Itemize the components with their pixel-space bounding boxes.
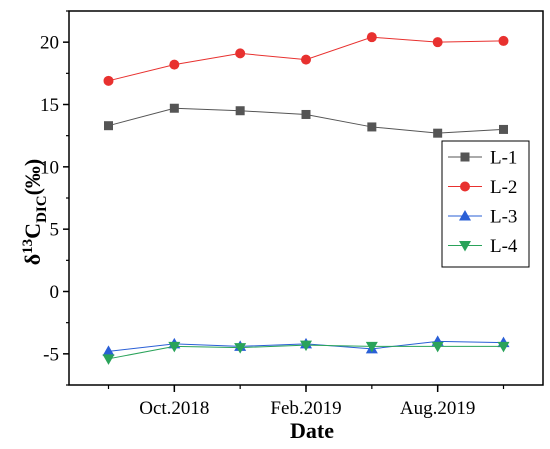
- series-layer: [102, 32, 510, 365]
- data-point: [432, 37, 443, 48]
- data-point: [367, 122, 377, 132]
- legend: L-1 L-2 L-3 L-4: [441, 140, 530, 268]
- y-axis-title-sub: DIC: [34, 195, 50, 223]
- data-point: [301, 109, 311, 119]
- data-point: [300, 340, 312, 352]
- data-point: [235, 106, 245, 116]
- y-axis-title-c: C: [20, 223, 45, 239]
- x-tick-label: Oct.2018: [139, 398, 209, 419]
- x-tick-label: Feb.2019: [270, 398, 341, 419]
- x-axis-title: Date: [290, 418, 334, 443]
- legend-label: L-4: [490, 236, 518, 257]
- data-point: [102, 345, 115, 356]
- legend-label: L-2: [490, 177, 517, 198]
- legend-label: L-3: [490, 207, 517, 228]
- x-tick-label: Aug.2019: [400, 398, 475, 419]
- data-point: [104, 121, 113, 131]
- data-point: [365, 341, 378, 353]
- legend-marker: [460, 152, 470, 162]
- data-point: [235, 48, 246, 59]
- data-point: [102, 354, 115, 365]
- series-l-4: [102, 340, 510, 365]
- y-tick-label: 0: [50, 282, 60, 303]
- y-axis-title: δ13CDIC(‰): [20, 159, 50, 265]
- legend-marker: [460, 181, 470, 192]
- data-point: [301, 54, 311, 65]
- series-l-1: [104, 103, 508, 138]
- y-tick-label: 5: [50, 220, 60, 241]
- y-axis-ticks: -5 0 5 10 15 20: [40, 10, 69, 386]
- legend-marker: [459, 210, 471, 221]
- data-point: [168, 341, 181, 353]
- data-point: [497, 341, 510, 353]
- data-point: [103, 75, 114, 86]
- y-tick-label: 20: [40, 33, 59, 54]
- y-tick-label: 10: [40, 157, 59, 178]
- y-tick-label: 15: [40, 95, 59, 116]
- data-point: [234, 343, 247, 354]
- y-tick-label: -5: [43, 344, 59, 365]
- y-axis-title-unit: (‰): [20, 159, 45, 196]
- series-l-2: [103, 32, 509, 86]
- data-point: [169, 103, 179, 113]
- data-point: [498, 35, 509, 46]
- legend-marker: [459, 241, 471, 252]
- data-point: [169, 59, 180, 70]
- data-point: [499, 124, 508, 134]
- legend-label: L-1: [490, 148, 517, 169]
- y-axis-title-sup: 13: [20, 239, 36, 254]
- data-point: [366, 32, 377, 43]
- data-point: [433, 128, 443, 138]
- data-point: [431, 341, 444, 353]
- y-axis-title-main: δ: [20, 254, 45, 265]
- x-axis-ticks: Oct.2018 Feb.2019 Aug.2019: [107, 385, 505, 419]
